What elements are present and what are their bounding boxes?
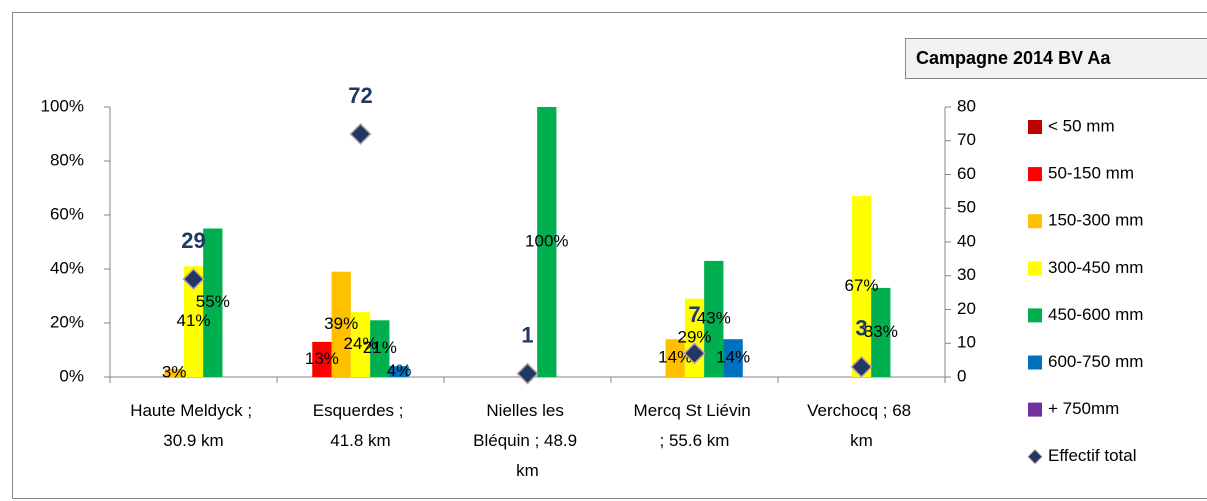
- data-label: 3%: [162, 362, 187, 381]
- legend-label: 50-150 mm: [1048, 164, 1134, 183]
- scatter-point: [516, 362, 539, 385]
- bar: [164, 368, 184, 377]
- legend-label: 300-450 mm: [1048, 258, 1143, 277]
- x-tick-label: Verchocq ; 68 km: [807, 401, 916, 450]
- legend-marker: [1028, 355, 1042, 370]
- scatter-point: [683, 342, 706, 365]
- legend-label: Effectif total: [1048, 446, 1137, 465]
- y2-tick-label: 70: [957, 130, 976, 149]
- x-tick-label: Mercq St Liévin ; 55.6 km: [634, 401, 756, 450]
- bar: [183, 266, 204, 377]
- data-label: 43%: [697, 308, 731, 327]
- y2-tick-label: 30: [957, 265, 976, 284]
- data-label: 1: [521, 322, 533, 347]
- x-tick-label: Nielles les Bléquin ; 48.9 km: [473, 401, 582, 480]
- y2-tick-label: 0: [957, 366, 966, 385]
- legend-marker: [1028, 120, 1042, 134]
- y-tick-label: 80%: [50, 150, 84, 169]
- y2-tick-label: 80: [957, 96, 976, 115]
- y-tick-label: 60%: [50, 204, 84, 223]
- legend-label: 600-750 mm: [1048, 352, 1143, 371]
- legend-marker: [1028, 167, 1042, 182]
- bar: [331, 271, 351, 377]
- bar: [537, 107, 557, 377]
- x-tick-label: Haute Meldyck ; 30.9 km: [130, 401, 257, 450]
- bar: [312, 341, 332, 377]
- data-label: 39%: [324, 314, 358, 333]
- legend-marker: [1028, 402, 1042, 417]
- bar: [370, 320, 390, 377]
- scatter-point: [850, 355, 873, 378]
- y2-tick-label: 50: [957, 198, 976, 217]
- data-label: 41%: [176, 311, 210, 330]
- data-label: 21%: [363, 338, 397, 357]
- y2-tick-label: 10: [957, 333, 976, 352]
- legend-label: 150-300 mm: [1048, 211, 1143, 230]
- bar: [723, 339, 743, 377]
- bar: [871, 287, 891, 377]
- chart-border: [12, 12, 1207, 499]
- data-label: 24%: [343, 334, 377, 353]
- data-label: 72: [348, 83, 372, 108]
- legend-marker: [1028, 214, 1042, 229]
- y2-tick-label: 60: [957, 164, 976, 183]
- y-tick-label: 20%: [50, 312, 84, 331]
- data-label: 13%: [305, 349, 339, 368]
- data-label: 55%: [196, 292, 230, 311]
- data-label: 3: [855, 316, 867, 341]
- y-tick-label: 40%: [50, 258, 84, 277]
- legend-marker: [1028, 308, 1042, 323]
- data-label: 29%: [677, 327, 711, 346]
- bar: [389, 366, 409, 377]
- legend-label: < 50 mm: [1048, 116, 1115, 135]
- scatter-point: [182, 268, 205, 291]
- y-tick-label: 0%: [59, 366, 84, 385]
- legend-label: + 750mm: [1048, 399, 1119, 418]
- scatter-point: [349, 122, 372, 146]
- data-label: 67%: [844, 276, 878, 295]
- data-label: 33%: [864, 322, 898, 341]
- data-label: 29: [181, 228, 205, 253]
- y2-tick-label: 20: [957, 299, 976, 318]
- legend-marker: [1028, 261, 1042, 276]
- bar: [704, 260, 724, 377]
- bar: [665, 339, 685, 377]
- y-tick-label: 100%: [41, 96, 84, 115]
- bar: [350, 312, 371, 377]
- data-label: 14%: [716, 348, 750, 367]
- legend-marker: [1027, 448, 1043, 465]
- data-label: 14%: [658, 348, 692, 367]
- bar: [203, 228, 223, 377]
- data-label: 7: [688, 302, 700, 327]
- y2-tick-label: 40: [957, 231, 976, 250]
- legend-label: 450-600 mm: [1048, 305, 1143, 324]
- data-label: 100%: [525, 231, 568, 250]
- bar: [851, 196, 872, 377]
- chart-title: Campagne 2014 BV Aa: [916, 48, 1111, 68]
- x-tick-label: Esquerdes ; 41.8 km: [313, 401, 408, 450]
- title-box: [905, 38, 1207, 79]
- data-label: 4%: [387, 361, 412, 380]
